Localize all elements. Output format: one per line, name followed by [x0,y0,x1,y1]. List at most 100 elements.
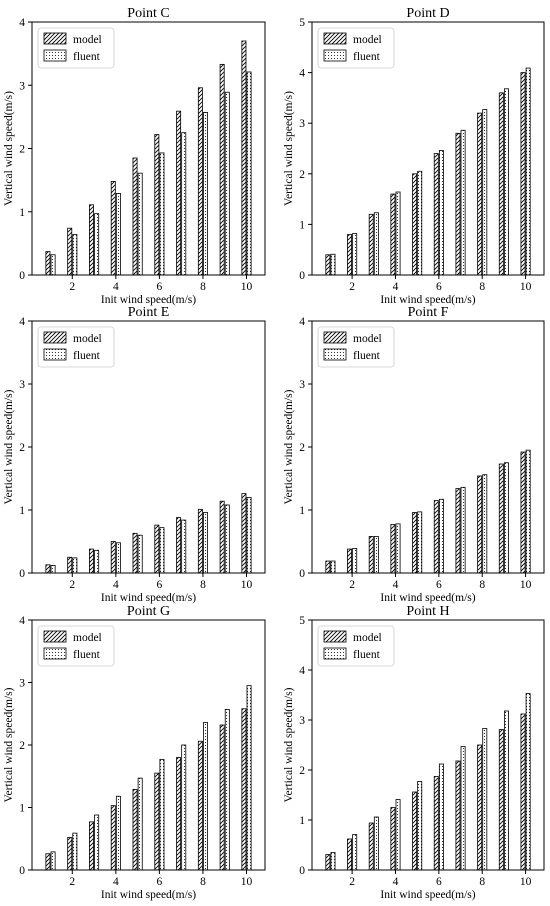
point-e-x-tick-label: 8 [200,579,206,591]
point-f-model-bar [325,560,331,574]
point-f-model-bar [520,451,526,574]
point-f-model-bar [347,548,353,574]
point-g-model-bar [219,724,225,871]
point-c-fluent-bar [50,254,56,276]
point-c-fluent-bar [159,152,165,276]
point-c-model-bar [176,110,182,276]
point-e-x-tick-label: 6 [157,579,163,591]
point-c-model-bar [154,134,160,276]
point-c-model-bar [219,63,225,276]
point-c-fluent-bar [94,213,100,276]
point-e-fluent-bar [159,527,165,574]
point-d-y-tick-label: 3 [299,118,305,130]
point-h-y-tick-label: 2 [299,765,305,777]
point-c-x-axis-label: Init wind speed(m/s) [101,294,196,306]
point-d-fluent-bar [373,212,379,276]
point-g-fluent-bar [94,814,100,871]
point-d-model-bar [433,153,439,276]
point-f-model-bar [412,512,418,574]
point-g-x-tick-label: 8 [200,876,206,888]
point-g-x-tick-label: 2 [69,876,75,888]
point-f-legend-label-fluent: fluent [353,350,381,362]
point-g-fluent-bar [115,795,121,871]
point-c-model-bar [110,180,116,276]
point-f-fluent-bar [460,486,466,574]
point-c-title: Point C [127,6,169,21]
point-g-model-bar [241,708,247,871]
point-f-fluent-bar [482,474,488,574]
point-h-x-tick-label: 4 [393,876,399,888]
point-d-y-tick-label: 0 [299,270,305,282]
point-e-x-axis-label: Init wind speed(m/s) [101,592,196,604]
point-e-x-tick-label: 2 [69,579,75,591]
point-f-fluent-bar [417,511,423,574]
point-d-fluent-bar [330,253,336,276]
point-e-model-bar [132,532,138,574]
point-e-chart: 2 4 6 8 10 0 1 2 3 4 Point E Init wind speed(m/s) Ve… [3,305,266,604]
point-h-y-tick-label: 4 [299,665,305,677]
point-e-fluent-bar [115,542,121,574]
point-d-model-bar [520,72,526,276]
point-c-y-axis-label: Vertical wind speed(m/s) [3,91,15,206]
point-e-model-bar [110,541,116,574]
point-g-model-bar [67,837,73,871]
point-e-fluent-bar [94,549,100,574]
point-e-fluent-bar [181,519,187,574]
point-e-model-bar [45,564,51,574]
point-e-model-bar [197,508,203,574]
point-e-legend-swatch-fluent [43,348,67,361]
point-h-model-bar [477,744,483,871]
point-f-model-bar [477,475,483,574]
point-c-legend-swatch-fluent [43,49,67,62]
point-c-legend-swatch-model [43,32,67,45]
point-c-fluent-bar [115,193,121,276]
point-d-x-axis-label: Init wind speed(m/s) [380,294,475,306]
point-h-fluent-bar [352,834,358,871]
point-c-y-tick-label: 4 [19,17,25,29]
point-f-model-bar [498,463,504,574]
point-c-model-bar [241,40,247,276]
point-f-fluent-bar [373,536,379,574]
point-c-fluent-bar [72,234,78,276]
point-h-x-tick-label: 2 [349,876,355,888]
point-h-fluent-bar [525,693,531,871]
point-f-model-bar [455,488,461,574]
point-e-y-axis-label: Vertical wind speed(m/s) [3,389,15,504]
point-c-fluent-bar [224,91,230,276]
point-g-y-tick-label: 3 [19,678,25,690]
point-h-model-bar [455,760,461,871]
point-d-fluent-bar [438,150,444,276]
point-f-model-bar [368,536,374,574]
point-f-x-tick-label: 6 [436,579,442,591]
point-d-fluent-bar [417,170,423,276]
point-e-fluent-bar [72,557,78,574]
point-e-model-bar [89,548,94,574]
point-g-fluent-bar [181,744,187,871]
point-e-y-tick-label: 4 [19,316,25,328]
point-f-y-axis-label: Vertical wind speed(m/s) [283,389,295,504]
point-e-fluent-bar [50,565,56,574]
point-e-model-bar [241,493,247,574]
point-h-title: Point H [406,604,449,619]
point-g-x-tick-label: 10 [241,876,253,888]
point-h-y-tick-label: 5 [299,615,305,627]
point-f-x-tick-label: 2 [349,579,355,591]
point-f-model-bar [433,500,439,574]
point-e-model-bar [154,524,160,574]
point-e-y-tick-label: 2 [19,442,25,454]
point-d-model-bar [412,173,418,276]
point-g-x-tick-label: 4 [113,876,119,888]
point-e-legend-label-model: model [73,333,102,345]
point-h-fluent-bar [482,728,488,871]
point-c-x-tick-label: 8 [200,281,206,293]
point-g-y-tick-label: 4 [19,615,25,627]
point-h-x-tick-label: 10 [520,876,532,888]
point-d-legend-label-model: model [353,34,382,46]
point-c-y-tick-label: 1 [19,207,25,219]
point-g-model-bar [132,788,138,871]
point-g-model-bar [176,757,182,871]
point-c-model-bar [67,227,73,276]
point-d-x-tick-label: 2 [349,281,355,293]
point-h-model-bar [520,713,526,871]
